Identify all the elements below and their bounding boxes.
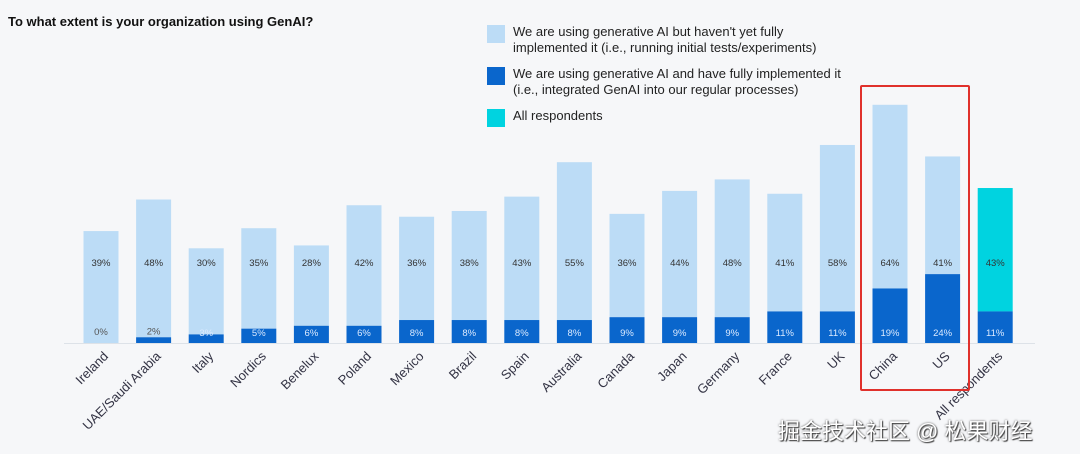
data-label-partial: 41% xyxy=(933,258,953,269)
bar-full xyxy=(293,325,329,343)
data-label-partial: 36% xyxy=(407,258,427,269)
data-label-partial: 43% xyxy=(512,258,532,269)
data-label-full: 5% xyxy=(252,328,266,339)
legend-swatch xyxy=(487,67,505,85)
x-tick-label: Brazil xyxy=(446,348,480,382)
bar-partial xyxy=(188,248,224,335)
legend-swatch xyxy=(487,109,505,127)
data-label-full: 9% xyxy=(673,328,687,339)
bar-full xyxy=(504,320,540,343)
bar-full xyxy=(556,320,592,343)
x-tick-label: Nordics xyxy=(227,348,269,390)
data-label-partial: 58% xyxy=(828,258,848,269)
x-tick-label: Spain xyxy=(498,349,532,383)
data-label-partial: 41% xyxy=(775,258,795,269)
data-label-full: 19% xyxy=(880,328,900,339)
bar-full xyxy=(609,317,645,343)
bar-full xyxy=(399,320,435,343)
data-label-partial: 30% xyxy=(197,258,217,269)
data-label-full: 24% xyxy=(933,328,953,339)
legend-label: We are using generative AI but haven't y… xyxy=(513,24,817,55)
bar-full xyxy=(925,274,961,343)
data-label-partial: 43% xyxy=(986,258,1006,269)
data-label-full: 11% xyxy=(986,328,1005,339)
x-tick-label: Ireland xyxy=(72,349,111,388)
data-label-partial: 42% xyxy=(354,258,374,269)
bar-partial xyxy=(977,188,1013,312)
bar-partial xyxy=(241,228,277,329)
data-label-partial: 35% xyxy=(249,258,269,269)
legend-item-partial: We are using generative AI but haven't y… xyxy=(487,24,853,56)
bar-full xyxy=(346,325,382,343)
bar-full xyxy=(451,320,487,343)
data-label-full: 8% xyxy=(410,328,424,339)
bar-partial xyxy=(504,196,540,321)
bar-full xyxy=(872,288,908,343)
x-tick-label: Germany xyxy=(694,348,743,397)
legend-item-full: We are using generative AI and have full… xyxy=(487,66,853,98)
highlight-box xyxy=(860,85,970,391)
bar-partial xyxy=(767,193,803,312)
bar-partial xyxy=(714,179,750,318)
bar-partial xyxy=(819,144,855,312)
bar-partial xyxy=(662,190,698,318)
bar-partial xyxy=(399,216,435,321)
bar-partial xyxy=(83,231,119,343)
bar-partial xyxy=(872,104,908,289)
data-label-full: 2% xyxy=(147,326,161,337)
bar-full xyxy=(188,334,224,343)
bar-full xyxy=(662,317,698,343)
data-label-partial: 48% xyxy=(723,258,743,269)
legend-label: We are using generative AI and have full… xyxy=(513,66,841,97)
x-tick-label: Japan xyxy=(654,349,690,385)
data-label-full: 8% xyxy=(515,328,529,339)
data-label-partial: 55% xyxy=(565,258,585,269)
bar-full xyxy=(819,311,855,343)
data-label-partial: 28% xyxy=(302,258,322,269)
x-tick-label: France xyxy=(756,349,795,388)
bar-full xyxy=(767,311,803,343)
data-label-full: 0% xyxy=(94,327,108,338)
legend-label: All respondents xyxy=(513,108,603,123)
watermark: 掘金技术社区 @ 松果财经 xyxy=(778,419,1033,444)
data-label-partial: 38% xyxy=(460,258,480,269)
data-label-full: 11% xyxy=(776,328,795,339)
x-tick-label: Mexico xyxy=(387,349,427,389)
x-tick-label: Australia xyxy=(538,348,585,395)
data-label-full: 3% xyxy=(199,328,213,339)
chart-title: To what extent is your organization usin… xyxy=(8,14,314,29)
x-tick-label: Canada xyxy=(594,348,637,391)
bar-full xyxy=(714,317,750,343)
data-label-full: 6% xyxy=(357,328,371,339)
data-label-partial: 36% xyxy=(617,258,637,269)
bar-full xyxy=(977,311,1013,343)
data-label-full: 11% xyxy=(828,328,847,339)
bar-partial xyxy=(609,213,645,318)
legend-item-all: All respondents xyxy=(487,108,853,127)
data-label-full: 9% xyxy=(620,328,634,339)
bar-partial xyxy=(346,205,382,326)
bar-partial xyxy=(293,245,329,326)
bar-full xyxy=(136,337,172,343)
data-label-partial: 44% xyxy=(670,258,690,269)
data-label-full: 8% xyxy=(568,328,582,339)
bar-partial xyxy=(136,199,172,338)
bar-full xyxy=(241,328,277,343)
data-label-full: 6% xyxy=(305,328,319,339)
bar-partial xyxy=(556,162,592,321)
x-tick-label: Poland xyxy=(335,349,374,388)
x-tick-label: UK xyxy=(824,348,848,372)
data-label-partial: 48% xyxy=(144,258,164,269)
bar-partial xyxy=(925,156,961,275)
bar-partial xyxy=(451,210,487,321)
data-label-full: 8% xyxy=(462,328,476,339)
data-label-full: 9% xyxy=(725,328,739,339)
x-tick-label: Benelux xyxy=(278,348,322,392)
data-label-partial: 64% xyxy=(880,258,900,269)
data-label-partial: 39% xyxy=(91,258,111,269)
legend-swatch xyxy=(487,25,505,43)
x-tick-label: Italy xyxy=(189,348,217,376)
